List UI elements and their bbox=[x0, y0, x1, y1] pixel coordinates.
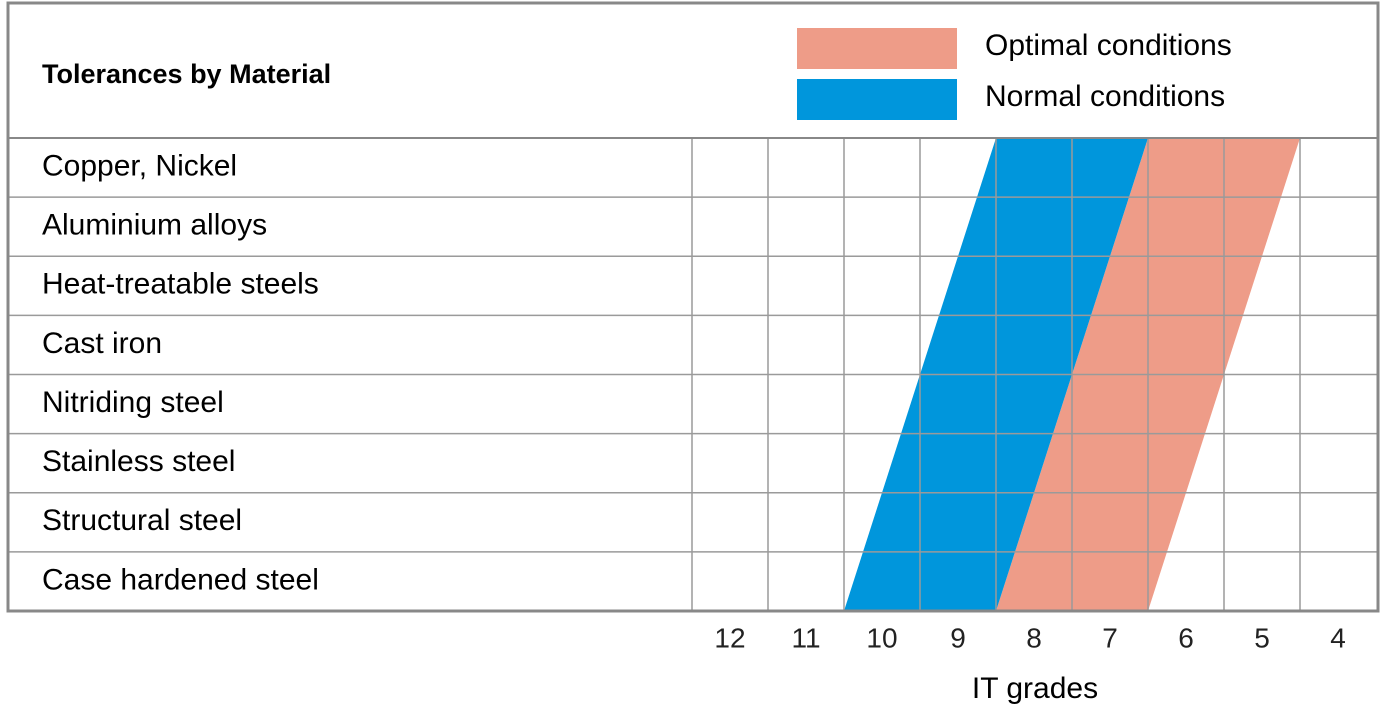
row-label: Heat-treatable steels bbox=[42, 268, 319, 301]
row-label: Stainless steel bbox=[42, 445, 235, 478]
row-label: Cast iron bbox=[42, 327, 162, 360]
x-tick-label: 6 bbox=[1178, 622, 1194, 653]
x-tick-label: 10 bbox=[866, 622, 897, 653]
x-tick-label: 8 bbox=[1026, 622, 1042, 653]
x-tick-label: 12 bbox=[714, 622, 745, 653]
row-label: Structural steel bbox=[42, 504, 242, 537]
legend-label: Optimal conditions bbox=[985, 29, 1232, 62]
frame bbox=[6, 1, 1380, 613]
x-tick-label: 7 bbox=[1102, 622, 1118, 653]
x-axis-label: IT grades bbox=[972, 672, 1098, 705]
x-tick-label: 9 bbox=[950, 622, 966, 653]
chart-title: Tolerances by Material bbox=[42, 59, 331, 89]
legend-label: Normal conditions bbox=[985, 80, 1225, 113]
x-tick-label: 5 bbox=[1254, 622, 1270, 653]
legend-swatch bbox=[797, 28, 957, 69]
row-label: Nitriding steel bbox=[42, 386, 224, 419]
row-label: Case hardened steel bbox=[42, 563, 319, 596]
x-tick-label: 11 bbox=[791, 622, 820, 653]
row-label: Copper, Nickel bbox=[42, 149, 237, 182]
row-label: Aluminium alloys bbox=[42, 209, 267, 242]
legend-swatch bbox=[797, 79, 957, 120]
x-tick-label: 4 bbox=[1330, 622, 1346, 653]
